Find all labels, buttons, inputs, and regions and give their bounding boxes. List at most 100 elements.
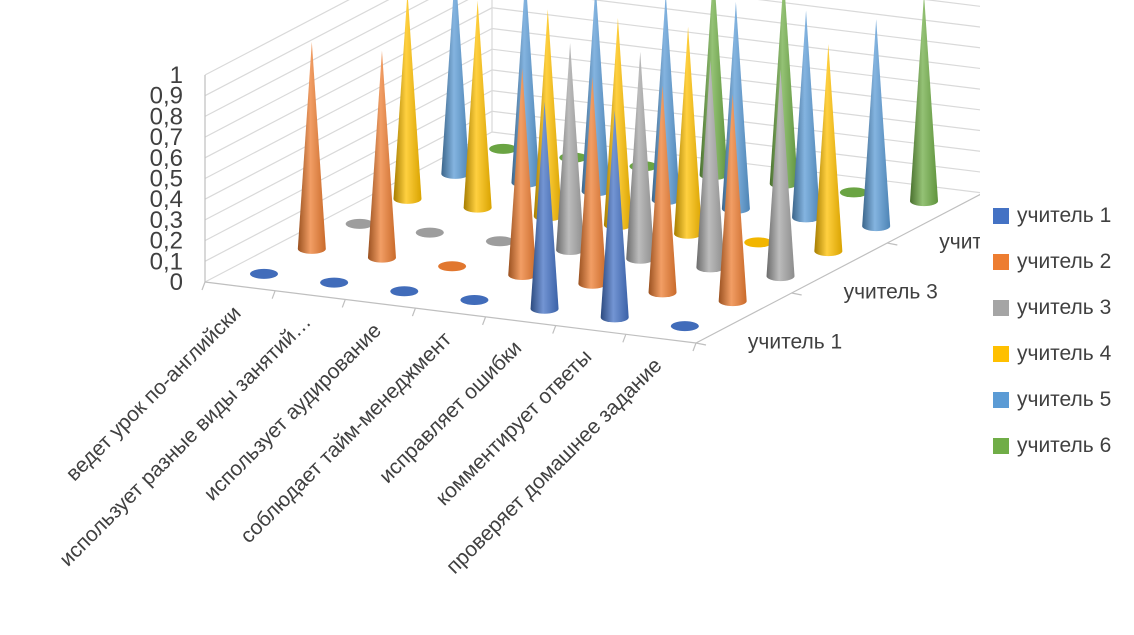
category-tick (201, 281, 206, 291)
cone (438, 261, 467, 272)
cone-base (670, 321, 699, 332)
cone (648, 85, 677, 298)
cone-body (463, 0, 492, 213)
axes (201, 0, 980, 352)
gridline (204, 0, 980, 138)
cone (670, 321, 699, 332)
cone (345, 218, 374, 229)
cone (556, 43, 585, 255)
category-tick (411, 307, 416, 317)
category-tick (622, 334, 627, 343)
cone-body (441, 0, 470, 179)
cone (718, 94, 747, 307)
cone-base (438, 261, 467, 272)
category-tick (482, 316, 487, 326)
cone (910, 0, 939, 207)
category-label: комментирует ответы (431, 345, 596, 510)
cone (249, 268, 278, 279)
legend-swatch (993, 438, 1009, 454)
cone (441, 0, 470, 179)
depth-axis-line (695, 193, 980, 344)
cone-body (648, 85, 677, 298)
cone (508, 68, 537, 280)
depth-label: учитель 5 (939, 231, 980, 254)
cone-base (249, 268, 278, 279)
cone (862, 19, 891, 232)
legend-label: учитель 4 (1017, 342, 1112, 365)
depth-tick (695, 342, 707, 346)
cone-body (508, 68, 537, 280)
y-tick-label: 0,2 (150, 228, 183, 255)
y-tick-label: 0,7 (150, 124, 183, 151)
cone-body (367, 50, 396, 263)
gridline (204, 0, 980, 117)
legend-swatch (993, 346, 1009, 362)
cone-base (390, 286, 419, 297)
cone (814, 44, 843, 257)
depth-label: учитель 3 (844, 281, 938, 304)
legend-label: учитель 1 (1017, 204, 1112, 227)
cone (696, 60, 725, 273)
cone-base (489, 143, 518, 154)
cone-body (297, 41, 326, 254)
depth-label: учитель 1 (748, 331, 842, 354)
y-tick-label: 0,4 (150, 186, 183, 213)
cone (626, 51, 655, 264)
legend-swatch (993, 208, 1009, 224)
y-tick-label: 0,5 (150, 166, 183, 193)
cones (249, 0, 939, 332)
cone (463, 0, 492, 213)
cone-body (862, 19, 891, 232)
category-tick (552, 325, 557, 334)
cone-body (674, 26, 703, 239)
gridline (204, 0, 350, 76)
legend-label: учитель 2 (1017, 250, 1112, 273)
y-tick-label: 0 (170, 269, 183, 296)
cone (489, 143, 518, 154)
legend-item: учитель 1 (993, 193, 1111, 239)
category-axis-line (204, 281, 697, 344)
cone (297, 41, 326, 254)
y-tick-label: 1 (170, 62, 183, 89)
legend-item: учитель 5 (993, 377, 1111, 423)
cone (839, 187, 868, 198)
cone (415, 227, 444, 238)
legend-swatch (993, 300, 1009, 316)
cone-body (393, 0, 422, 204)
legend-item: учитель 2 (993, 239, 1111, 285)
cone-body (578, 76, 607, 289)
cone-base (460, 295, 489, 305)
cone-base (320, 277, 349, 288)
cone-body (814, 44, 843, 257)
legend-item: учитель 6 (993, 423, 1111, 469)
cone-body (556, 43, 585, 255)
cone-body (766, 69, 795, 282)
cone (600, 110, 629, 323)
legend-item: учитель 4 (993, 331, 1111, 377)
category-tick (692, 342, 697, 352)
cone-body (530, 101, 559, 314)
gridline (204, 0, 980, 97)
cone (792, 10, 821, 223)
cone-body (718, 94, 747, 307)
legend-swatch (993, 392, 1009, 408)
cone (766, 69, 795, 282)
y-tick-label: 0,8 (150, 103, 183, 130)
cone (530, 101, 559, 314)
cone-base (839, 187, 868, 198)
cone-body (626, 51, 655, 264)
cone-base (415, 227, 444, 238)
y-tick-label: 0,1 (150, 248, 183, 275)
cone (674, 26, 703, 239)
y-tick-label: 0,9 (150, 83, 183, 110)
legend: учитель 1 учитель 2 учитель 3 учитель 4 … (993, 193, 1111, 469)
cone-base (485, 236, 514, 247)
legend-label: учитель 5 (1017, 388, 1112, 411)
y-tick-label: 0,6 (150, 145, 183, 172)
y-tick-label: 0,3 (150, 207, 183, 234)
cone (485, 236, 514, 247)
cone (367, 50, 396, 263)
cone (744, 237, 773, 248)
category-label: исправляет ошибки (375, 336, 526, 487)
